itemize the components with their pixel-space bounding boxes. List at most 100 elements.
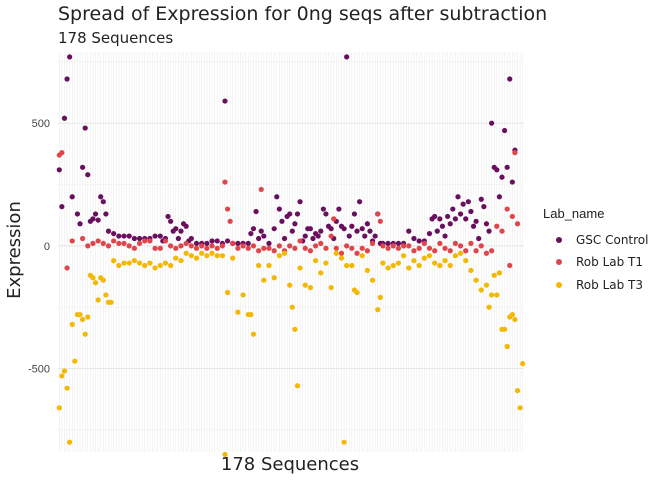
data-point	[452, 253, 458, 259]
data-point	[178, 243, 184, 249]
data-point	[219, 243, 225, 249]
data-point	[193, 255, 200, 261]
data-point	[504, 206, 510, 212]
data-point	[121, 260, 127, 266]
data-point	[199, 243, 205, 249]
data-point	[496, 194, 503, 200]
data-point	[276, 206, 282, 212]
data-point	[258, 186, 264, 193]
data-point	[367, 228, 373, 234]
data-point	[131, 235, 137, 242]
data-point	[204, 253, 210, 259]
y-tick-label: -500	[28, 364, 50, 376]
data-point	[297, 238, 303, 244]
legend-marker-rob-lab-t1	[556, 259, 562, 265]
data-point	[483, 282, 490, 288]
data-point	[165, 213, 171, 220]
data-point	[401, 253, 407, 259]
data-point	[362, 233, 368, 239]
data-point	[90, 240, 96, 247]
data-point	[77, 221, 83, 227]
data-point	[307, 284, 314, 291]
data-point	[256, 235, 262, 242]
data-point	[323, 211, 329, 217]
data-point	[489, 120, 495, 126]
x-axis-title: 178 Sequences	[221, 454, 359, 475]
data-point	[152, 265, 158, 271]
data-point	[465, 199, 471, 205]
data-point	[341, 439, 347, 445]
data-point	[380, 243, 386, 249]
data-point	[214, 253, 220, 259]
data-point	[69, 238, 75, 244]
data-point	[411, 248, 417, 254]
data-point	[385, 240, 391, 247]
data-point	[67, 439, 73, 445]
data-point	[450, 206, 456, 212]
data-point	[390, 243, 396, 249]
data-point	[230, 240, 236, 247]
data-point	[214, 245, 220, 251]
data-point	[457, 211, 464, 217]
data-point	[354, 250, 360, 256]
data-point	[416, 262, 422, 269]
data-point	[369, 277, 376, 283]
data-point	[504, 164, 510, 170]
data-point	[455, 194, 461, 200]
data-point	[333, 245, 339, 251]
data-point	[395, 245, 402, 251]
data-point	[478, 287, 484, 293]
legend-item-gsc-control: GSC Control	[556, 233, 649, 247]
data-point	[67, 54, 73, 60]
data-point	[178, 257, 184, 264]
data-point	[256, 248, 262, 254]
data-point	[209, 250, 215, 256]
data-point	[437, 262, 443, 269]
data-point	[222, 179, 228, 185]
data-point	[287, 211, 293, 217]
data-point	[341, 226, 347, 232]
data-point	[253, 208, 259, 215]
data-point	[98, 194, 104, 200]
data-point	[271, 226, 277, 232]
data-point	[489, 248, 495, 254]
data-point	[494, 167, 500, 173]
data-point	[307, 226, 314, 232]
data-point	[406, 265, 412, 271]
data-point	[79, 316, 86, 323]
data-point	[447, 248, 453, 254]
data-point	[116, 262, 122, 269]
data-point	[432, 213, 438, 220]
data-point	[142, 262, 148, 269]
data-point	[385, 265, 391, 271]
data-point	[307, 248, 314, 254]
data-point	[354, 289, 360, 296]
data-point	[116, 240, 122, 247]
data-point	[445, 213, 451, 220]
data-point	[494, 292, 500, 298]
data-point	[401, 243, 407, 249]
data-point	[173, 255, 179, 261]
legend-marker-gsc-control	[556, 237, 562, 243]
data-point	[315, 233, 321, 239]
data-point	[271, 275, 277, 281]
data-point	[302, 282, 308, 288]
data-point	[328, 233, 334, 239]
data-point	[240, 243, 246, 249]
data-point	[481, 204, 487, 210]
data-points	[56, 54, 526, 458]
data-point	[364, 267, 370, 274]
data-point	[82, 125, 88, 131]
data-point	[395, 260, 402, 266]
data-point	[287, 282, 293, 288]
data-point	[188, 243, 194, 249]
data-point	[432, 260, 438, 266]
data-point	[442, 257, 448, 264]
data-point	[131, 257, 137, 264]
data-point	[199, 250, 205, 256]
data-point	[162, 260, 169, 266]
data-point	[235, 309, 241, 315]
data-point	[227, 218, 233, 224]
data-point	[292, 326, 298, 332]
